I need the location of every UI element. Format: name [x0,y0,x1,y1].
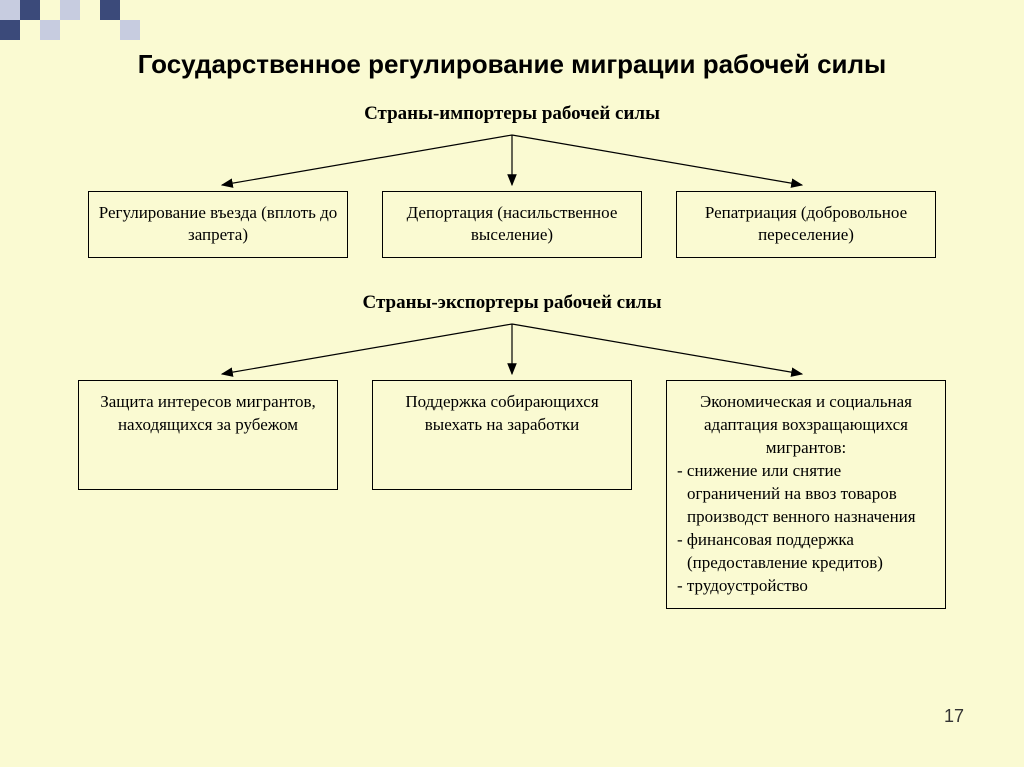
page-number: 17 [944,706,964,727]
section1-arrows [0,131,1024,191]
section1-row: Регулирование въезда (вплоть до запрета)… [0,191,1024,259]
box-regulation-entry: Регулирование въезда (вплоть до запрета) [88,191,348,259]
section2-heading: Страны-экспортеры рабочей силы [0,292,1024,314]
box-deportation: Депортация (насильственное выселение) [382,191,642,259]
corner-decoration [0,0,200,40]
box-protect-interests: Защита интересов мигрантов, находящихся … [78,380,338,490]
section1-heading: Страны-импортеры рабочей силы [0,103,1024,125]
section2-arrows [0,320,1024,380]
box-economic-social-adaptation: Экономическая и социальная адаптация вох… [666,380,946,608]
box-support-leaving: Поддержка собирающихся выехать на зарабо… [372,380,632,490]
section2-row: Защита интересов мигрантов, находящихся … [0,380,1024,608]
box-repatriation: Репатриация (добровольное переселение) [676,191,936,259]
